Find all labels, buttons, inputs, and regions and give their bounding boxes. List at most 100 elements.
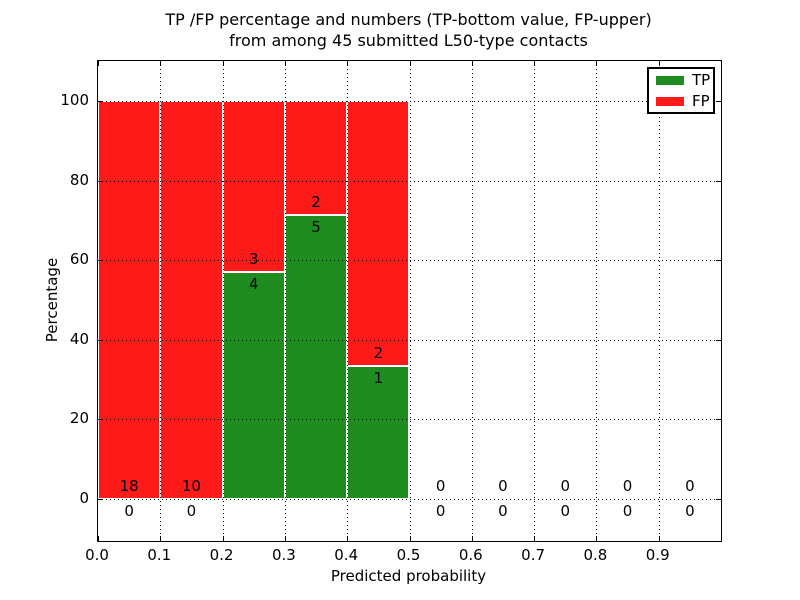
x-tick-label: 0.9 — [645, 546, 670, 564]
chart-title: TP /FP percentage and numbers (TP-bottom… — [97, 9, 720, 51]
bar-fp-segment — [347, 101, 410, 367]
tp-count-label: 1 — [373, 369, 384, 388]
legend: TP FP — [647, 67, 715, 114]
gridline-horizontal — [98, 339, 721, 341]
tick-mark — [347, 61, 349, 66]
gridline-horizontal — [98, 419, 721, 421]
legend-item-fp: FP — [656, 94, 710, 109]
gridline-horizontal — [98, 499, 721, 500]
gridline-vertical — [284, 61, 286, 541]
tick-mark — [658, 536, 660, 541]
tick-mark — [98, 499, 103, 500]
legend-swatch-tp — [656, 75, 684, 85]
tick-mark — [347, 536, 349, 541]
tp-count-label: 0 — [622, 502, 633, 520]
bar-tp-segment — [347, 366, 410, 499]
plot-area: 18 0 10 0 3 4 2 5 2 1 0 0 0 0 0 0 0 0 0 0 — [97, 60, 722, 542]
x-axis-label: Predicted probability — [330, 567, 487, 585]
tick-mark — [98, 101, 103, 102]
tp-count-label: 0 — [498, 502, 508, 520]
tp-count-label: 5 — [311, 217, 321, 236]
x-tick-label: 0.7 — [521, 546, 546, 564]
fp-count-label: 18 — [119, 477, 139, 495]
y-tick-label: 60 — [69, 250, 89, 269]
tick-mark — [222, 536, 224, 541]
chart-title-line1: TP /FP percentage and numbers (TP-bottom… — [165, 10, 652, 29]
legend-label-fp: FP — [692, 92, 710, 110]
bar-tp-segment — [222, 271, 285, 499]
y-tick-label: 40 — [69, 329, 89, 348]
tick-mark — [98, 61, 99, 66]
tick-mark — [98, 339, 103, 341]
tick-mark — [716, 419, 721, 421]
fp-count-label: 0 — [498, 477, 508, 495]
fp-count-label: 0 — [560, 477, 571, 495]
y-tick-label: 0 — [79, 489, 89, 507]
tick-mark — [534, 61, 536, 66]
fp-count-label: 0 — [435, 477, 446, 495]
fp-count-label: 10 — [181, 477, 201, 495]
gridline-vertical — [160, 61, 162, 541]
gridline-vertical — [347, 61, 349, 541]
tp-count-label: 0 — [124, 502, 134, 520]
x-tick-label: 0.3 — [271, 546, 296, 564]
y-tick-label: 20 — [69, 409, 89, 428]
gridline-horizontal — [98, 101, 721, 102]
tick-mark — [471, 61, 473, 66]
tick-mark — [658, 61, 660, 66]
bar-fp-segment — [160, 101, 223, 499]
tp-count-label: 0 — [560, 502, 571, 520]
gridline-vertical — [409, 61, 411, 541]
gridline-vertical — [471, 61, 473, 541]
legend-swatch-fp — [656, 96, 684, 106]
tick-mark — [409, 61, 411, 66]
tick-mark — [98, 536, 99, 541]
x-tick-label: 0.8 — [583, 546, 608, 564]
tick-mark — [98, 419, 103, 421]
x-tick-label: 0.0 — [85, 546, 109, 564]
gridline-horizontal — [98, 260, 721, 262]
y-axis-label: Percentage — [43, 257, 61, 343]
x-tick-label: 0.1 — [147, 546, 172, 564]
gridline-horizontal — [98, 180, 721, 182]
tick-mark — [716, 499, 721, 500]
bar-tp-segment — [284, 214, 348, 499]
tick-mark — [716, 180, 721, 182]
tick-mark — [716, 101, 721, 102]
legend-label-tp: TP — [692, 71, 711, 89]
tick-mark — [222, 61, 224, 66]
y-tick-label: 100 — [60, 91, 89, 109]
tick-mark — [160, 61, 162, 66]
tick-mark — [98, 260, 103, 262]
y-tick-label: 80 — [69, 170, 89, 189]
tick-mark — [716, 260, 721, 262]
tp-count-label: 0 — [435, 502, 446, 520]
chart-title-line2: from among 45 submitted L50-type contact… — [229, 31, 588, 50]
gridline-vertical — [658, 61, 660, 541]
tick-mark — [471, 536, 473, 541]
tp-count-label: 0 — [685, 502, 695, 520]
gridline-vertical — [222, 61, 224, 541]
tick-mark — [284, 61, 286, 66]
fp-count-label: 2 — [311, 192, 321, 211]
tick-mark — [534, 536, 536, 541]
x-tick-label: 0.6 — [458, 546, 483, 564]
tick-mark — [160, 536, 162, 541]
x-tick-label: 0.5 — [396, 546, 421, 564]
tick-mark — [596, 61, 598, 66]
tp-count-label: 0 — [186, 502, 197, 520]
tick-mark — [409, 536, 411, 541]
tick-mark — [98, 180, 103, 182]
tick-mark — [284, 536, 286, 541]
fp-count-label: 0 — [685, 477, 695, 495]
gridline-vertical — [534, 61, 536, 541]
x-tick-label: 0.4 — [334, 546, 359, 564]
fp-count-label: 0 — [622, 477, 633, 495]
gridline-vertical — [596, 61, 598, 541]
tp-count-label: 4 — [248, 274, 259, 293]
bar-fp-segment — [222, 101, 285, 272]
fp-count-label: 2 — [373, 344, 384, 363]
x-tick-label: 0.2 — [209, 546, 234, 564]
tick-mark — [596, 536, 598, 541]
